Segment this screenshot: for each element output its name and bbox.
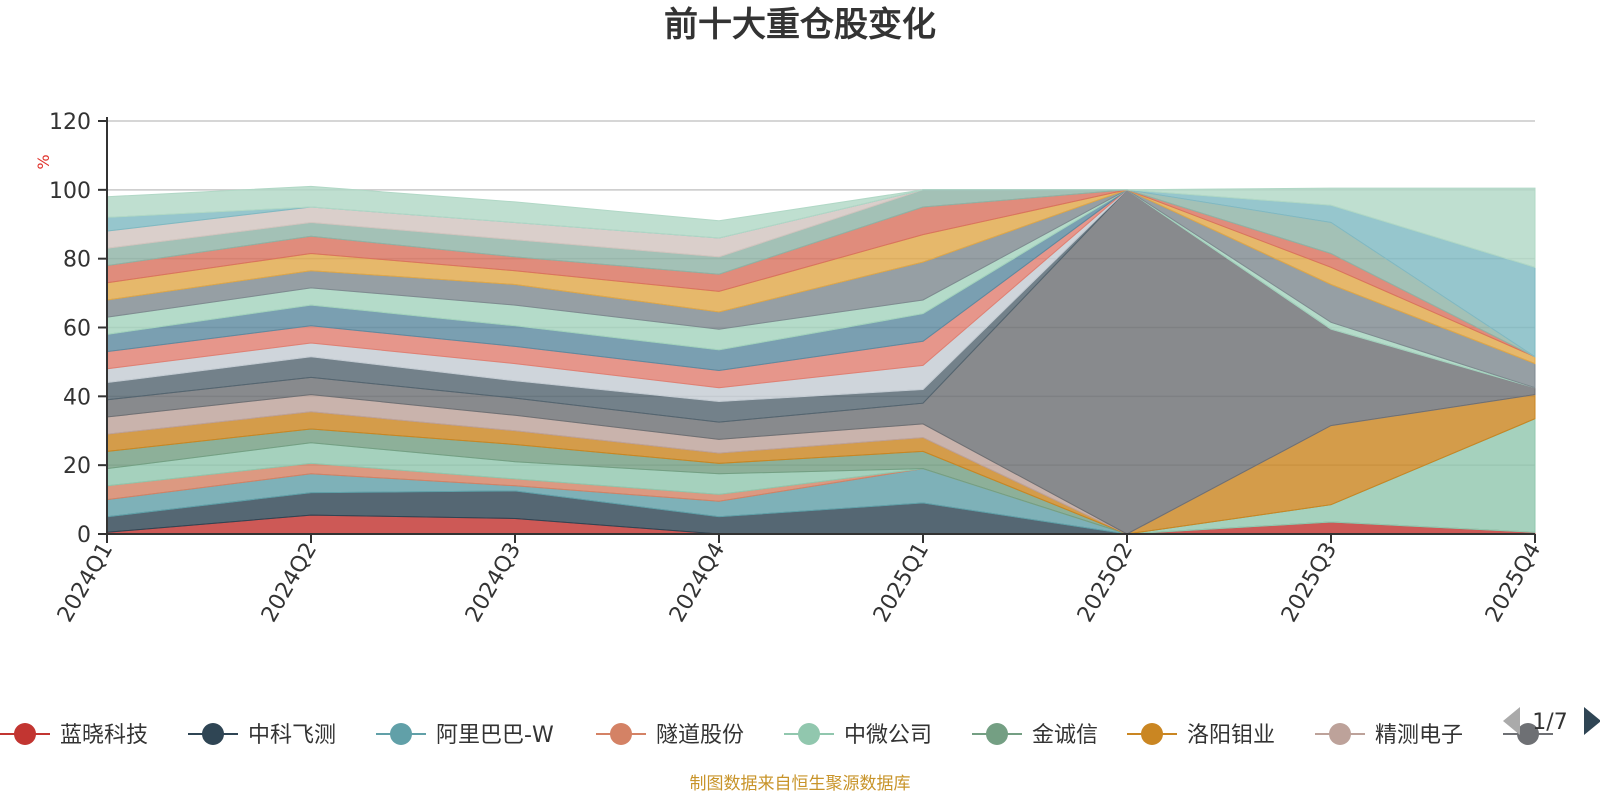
legend-swatch-dot [1517,723,1539,745]
legend-swatch-dot [986,723,1008,745]
legend-swatch-dot [1141,723,1163,745]
y-tick-label-60: 60 [63,317,91,342]
legend-label-5: 金诚信 [1032,723,1098,748]
legend-item-1[interactable]: 中科飞测 [188,723,336,748]
legend-pager: 1/7 [1503,707,1600,735]
y-tick-label-100: 100 [49,179,91,204]
legend-label-3: 隧道股份 [656,723,744,748]
y-tick-label-80: 80 [63,248,91,273]
legend-prev-icon[interactable] [1503,707,1520,735]
x-tick-label-2024Q2: 2024Q2 [257,539,322,627]
legend-label-7: 精测电子 [1375,723,1463,748]
x-tick-label-2025Q1: 2025Q1 [869,539,934,627]
legend-item-3[interactable]: 隧道股份 [596,723,744,748]
legend-item-0[interactable]: 蓝晓科技 [0,723,148,748]
legend-item-7[interactable]: 精测电子 [1315,723,1463,748]
legend-swatch-dot [202,723,224,745]
legend-label-0: 蓝晓科技 [60,723,148,748]
legend: 蓝晓科技 中科飞测 阿里巴巴-W 隧道股份 中微公司 金诚信 洛阳钼业 精测电子 [0,723,1553,748]
legend-next-icon[interactable] [1584,707,1600,735]
data-source-note: 制图数据来自恒生聚源数据库 [690,774,911,794]
legend-label-4: 中微公司 [844,723,932,748]
legend-swatch-dot [390,723,412,745]
y-axis-unit: % [34,154,53,169]
y-tick-label-40: 40 [63,385,91,410]
chart-title: 前十大重仓股变化 [664,5,936,45]
legend-swatch-dot [610,723,632,745]
x-tick-label-2025Q4: 2025Q4 [1481,539,1546,627]
legend-item-5[interactable]: 金诚信 [972,723,1098,748]
area-series [106,185,1536,535]
y-tick-label-120: 120 [49,110,91,135]
legend-swatch-dot [14,723,36,745]
legend-item-2[interactable]: 阿里巴巴-W [376,723,554,748]
legend-item-4[interactable]: 中微公司 [784,723,932,748]
legend-item-6[interactable]: 洛阳钼业 [1127,723,1275,748]
x-tick-label-2024Q3: 2024Q3 [461,539,526,627]
x-tick-label-2024Q4: 2024Q4 [665,539,730,627]
y-tick-label-20: 20 [63,454,91,479]
y-tick-label-0: 0 [77,523,91,548]
x-tick-label-2025Q3: 2025Q3 [1277,539,1342,627]
legend-label-6: 洛阳钼业 [1187,723,1275,748]
legend-label-1: 中科飞测 [248,723,336,748]
area-series-20[interactable] [106,185,1536,268]
x-tick-label-2025Q2: 2025Q2 [1073,539,1138,627]
legend-swatch-dot [798,723,820,745]
legend-swatch-dot [1329,723,1351,745]
legend-page-indicator: 1/7 [1532,710,1567,735]
x-tick-label-2024Q1: 2024Q1 [53,539,118,627]
legend-label-2: 阿里巴巴-W [436,723,554,748]
legend-item-8[interactable] [1503,723,1553,745]
